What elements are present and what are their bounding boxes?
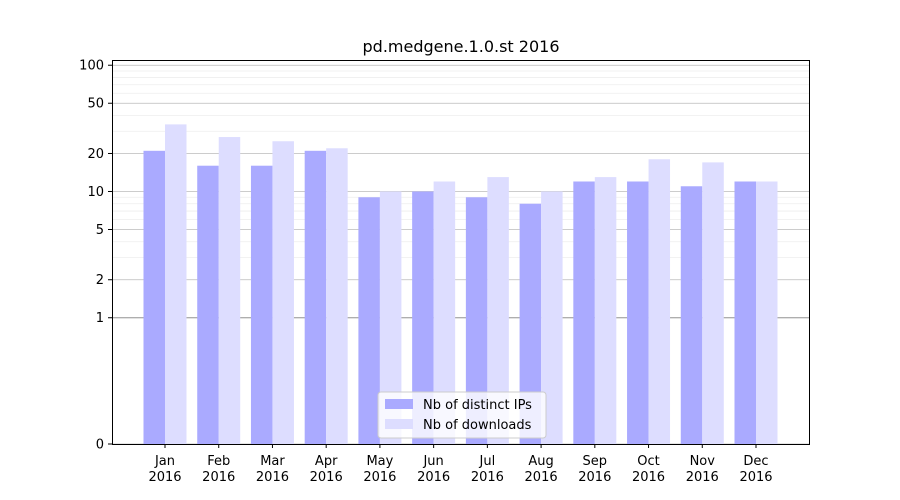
bar-downloads [326, 148, 348, 444]
legend-swatch [385, 419, 413, 429]
bar-distinct-ips [519, 203, 542, 444]
bar-distinct-ips [573, 181, 595, 444]
legend: Nb of distinct IPs Nb of downloads [377, 391, 547, 439]
x-tick-label: Dec 2016 [739, 454, 772, 485]
x-tick-label: Mar 2016 [256, 454, 289, 485]
bar-distinct-ips [250, 165, 273, 444]
bar-downloads [272, 141, 294, 444]
y-tick-label: 100 [79, 59, 104, 74]
x-tick-label: Aug 2016 [525, 454, 558, 485]
bar-downloads [648, 159, 671, 445]
bar-distinct-ips [412, 191, 434, 444]
legend-swatch [385, 399, 413, 409]
x-axis-ticks: Jan 2016 Feb 2016 Mar 2016 Apr 2016 May 2016 Jun 20… [148, 444, 773, 485]
legend-box [377, 391, 547, 439]
bar-downloads [379, 191, 402, 444]
x-tick-label: May 2016 [363, 454, 396, 485]
bar-distinct-ips [358, 197, 380, 444]
x-tick-label: Apr 2016 [310, 454, 343, 485]
bar-distinct-ips [465, 197, 488, 444]
bar-downloads [487, 177, 509, 445]
x-tick-label: Feb 2016 [202, 454, 235, 485]
bar-downloads [702, 162, 724, 444]
legend-label: Nb of downloads [423, 418, 532, 433]
y-tick-label: 1 [96, 311, 104, 326]
y-tick-label: 50 [87, 97, 104, 112]
bar-distinct-ips [627, 181, 649, 444]
bar-downloads [541, 191, 563, 444]
x-tick-label: Oct 2016 [632, 454, 665, 485]
bar-downloads [756, 181, 778, 444]
bar-downloads [218, 137, 241, 444]
x-tick-label: Nov 2016 [686, 454, 719, 485]
x-tick-label: Sep 2016 [578, 454, 611, 485]
x-tick-label: Jul 2016 [471, 454, 504, 485]
bar-distinct-ips [197, 165, 219, 444]
legend-label: Nb of distinct IPs [423, 398, 532, 413]
y-tick-label: 10 [87, 185, 104, 200]
y-tick-label: 2 [96, 273, 104, 288]
bars [143, 124, 778, 445]
x-tick-label: Jan 2016 [148, 454, 181, 485]
chart-title: pd.medgene.1.0.st 2016 [363, 37, 560, 56]
bar-distinct-ips [304, 150, 327, 444]
bar-distinct-ips [734, 181, 756, 444]
bar-distinct-ips [680, 186, 703, 445]
y-tick-label: 0 [96, 438, 104, 453]
x-tick-label: Jun 2016 [417, 454, 450, 485]
bar-distinct-ips [143, 150, 165, 444]
y-tick-label: 5 [96, 223, 104, 238]
bar-downloads [594, 177, 617, 445]
y-axis-ticks: 0 1 2 5 10 20 50 100 [79, 59, 112, 453]
bar-downloads [433, 181, 456, 444]
y-tick-label: 20 [87, 147, 104, 162]
bar-downloads [165, 124, 187, 444]
plot-frame [112, 60, 810, 445]
